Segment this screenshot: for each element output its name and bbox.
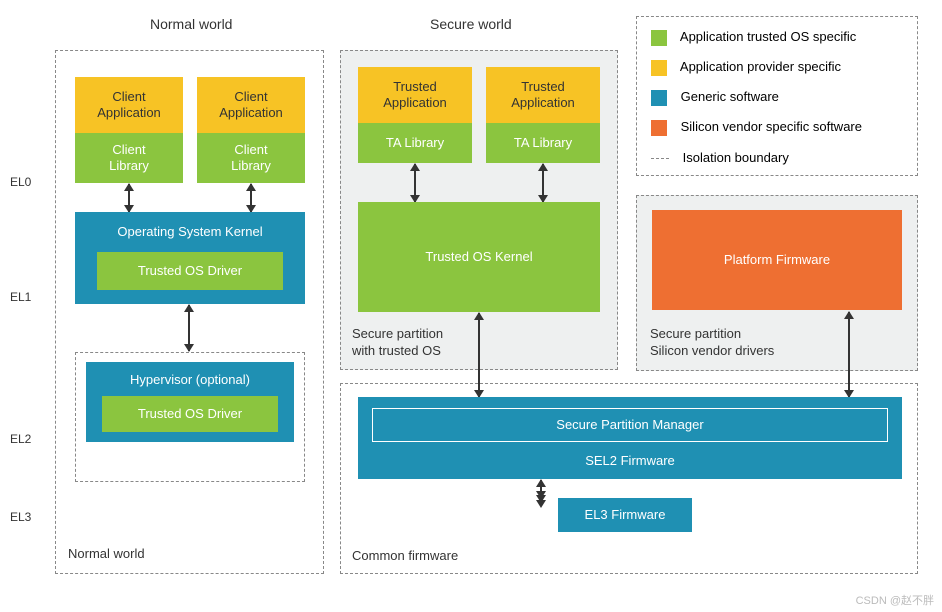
client-application-2: Client Application bbox=[197, 77, 305, 133]
legend-item-yellow: Application provider specific bbox=[651, 59, 841, 76]
arrow-trustedos-spm bbox=[478, 313, 480, 397]
arrow-vendor-spm bbox=[848, 312, 850, 397]
legend-label-yellow: Application provider specific bbox=[680, 59, 841, 74]
client-library-1: Client Library bbox=[75, 133, 183, 183]
legend-label-orange: Silicon vendor specific software bbox=[681, 119, 862, 134]
title-secure-world: Secure world bbox=[430, 16, 512, 32]
os-kernel-label: Operating System Kernel bbox=[117, 224, 262, 240]
trusted-application-1: Trusted Application bbox=[358, 67, 472, 123]
el3-firmware: EL3 Firmware bbox=[558, 498, 692, 532]
secure-partition-manager: Secure Partition Manager bbox=[372, 408, 888, 442]
trusted-os-driver-kernel: Trusted OS Driver bbox=[97, 252, 283, 290]
ta-library-1: TA Library bbox=[358, 123, 472, 163]
watermark: CSDN @赵不胖 bbox=[856, 592, 934, 608]
legend-swatch-orange bbox=[651, 120, 667, 136]
secure-partition-trustedos-caption: Secure partition with trusted OS bbox=[352, 326, 443, 360]
arrow-client1-os bbox=[128, 184, 130, 212]
sel2-firmware-label: SEL2 Firmware bbox=[358, 448, 902, 474]
legend-label-green: Application trusted OS specific bbox=[680, 29, 856, 44]
legend-panel: Application trusted OS specific Applicat… bbox=[636, 16, 918, 176]
level-el2: EL2 bbox=[10, 432, 31, 446]
legend-item-blue: Generic software bbox=[651, 89, 779, 106]
normal-world-caption: Normal world bbox=[68, 546, 145, 563]
arrow-ta1-kernel bbox=[414, 164, 416, 202]
common-firmware-caption: Common firmware bbox=[352, 548, 458, 565]
arrow-os-hypervisor bbox=[188, 305, 190, 351]
legend-swatch-blue bbox=[651, 90, 667, 106]
ta-library-2: TA Library bbox=[486, 123, 600, 163]
arrow-ta2-kernel bbox=[542, 164, 544, 202]
client-application-1: Client Application bbox=[75, 77, 183, 133]
legend-item-green: Application trusted OS specific bbox=[651, 29, 856, 46]
legend-item-orange: Silicon vendor specific software bbox=[651, 119, 862, 136]
level-el3: EL3 bbox=[10, 510, 31, 524]
trusted-application-2: Trusted Application bbox=[486, 67, 600, 123]
legend-swatch-green bbox=[651, 30, 667, 46]
legend-label-blue: Generic software bbox=[681, 89, 779, 104]
level-el0: EL0 bbox=[10, 175, 31, 189]
title-normal-world: Normal world bbox=[150, 16, 232, 32]
level-el1: EL1 bbox=[10, 290, 31, 304]
trusted-os-driver-hypervisor: Trusted OS Driver bbox=[102, 396, 278, 432]
legend-item-isolation: Isolation boundary bbox=[651, 150, 789, 165]
client-library-2: Client Library bbox=[197, 133, 305, 183]
legend-swatch-dashed bbox=[651, 158, 669, 159]
hypervisor-label: Hypervisor (optional) bbox=[130, 372, 250, 388]
trusted-os-kernel: Trusted OS Kernel bbox=[358, 202, 600, 312]
secure-partition-vendor-caption: Secure partition Silicon vendor drivers bbox=[650, 326, 774, 360]
platform-firmware: Platform Firmware bbox=[652, 210, 902, 310]
legend-swatch-yellow bbox=[651, 60, 667, 76]
arrow-sel2-el3-double bbox=[540, 480, 542, 498]
arrow-client2-os bbox=[250, 184, 252, 212]
legend-label-dashed: Isolation boundary bbox=[683, 150, 789, 165]
